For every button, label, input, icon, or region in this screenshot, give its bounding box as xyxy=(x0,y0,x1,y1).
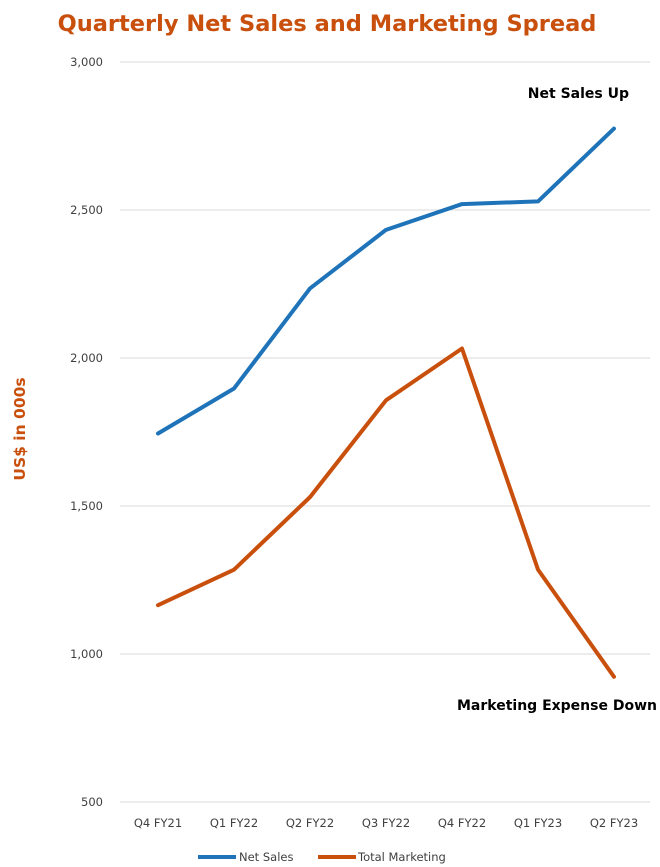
annotation-net-sales-up: Net Sales Up xyxy=(528,86,629,102)
data-point xyxy=(233,569,235,571)
gridlines xyxy=(120,61,650,803)
legend-label: Total Marketing xyxy=(357,850,446,864)
x-tick-label: Q4 FY21 xyxy=(134,816,182,830)
y-tick-label: 2,500 xyxy=(70,203,103,217)
y-tick-label: 2,000 xyxy=(70,351,103,365)
y-axis-ticks: 500 1,000 1,500 2,000 2,500 3,000 xyxy=(70,55,103,809)
data-point xyxy=(613,128,615,130)
legend: Net Sales Total Marketing xyxy=(198,850,446,864)
data-point xyxy=(157,604,159,606)
data-point xyxy=(461,348,463,350)
data-point xyxy=(309,287,311,289)
legend-label: Net Sales xyxy=(239,850,293,864)
data-point xyxy=(613,676,615,678)
y-axis-title: US$ in 000s xyxy=(11,377,29,480)
y-tick-label: 3,000 xyxy=(70,55,103,69)
data-point xyxy=(233,387,235,389)
x-tick-label: Q2 FY23 xyxy=(590,816,638,830)
series-line-1 xyxy=(156,346,616,679)
data-point xyxy=(461,203,463,205)
data-point xyxy=(385,229,387,231)
x-tick-label: Q1 FY23 xyxy=(514,816,562,830)
data-point xyxy=(537,569,539,571)
chart-title: Quarterly Net Sales and Marketing Spread xyxy=(58,11,597,37)
data-point xyxy=(385,399,387,401)
y-tick-label: 1,000 xyxy=(70,647,103,661)
data-point xyxy=(157,432,159,434)
x-tick-label: Q1 FY22 xyxy=(210,816,258,830)
series-lines xyxy=(156,126,616,679)
x-tick-label: Q2 FY22 xyxy=(286,816,334,830)
series-line-0 xyxy=(156,126,616,436)
annotation-marketing-expense-down: Marketing Expense Down xyxy=(457,698,657,714)
x-tick-label: Q4 FY22 xyxy=(438,816,486,830)
x-tick-label: Q3 FY22 xyxy=(362,816,410,830)
data-point xyxy=(537,200,539,202)
data-point xyxy=(309,496,311,498)
y-tick-label: 1,500 xyxy=(70,499,103,513)
x-axis-ticks: Q4 FY21 Q1 FY22 Q2 FY22 Q3 FY22 Q4 FY22 Q1 FY… xyxy=(134,816,638,830)
y-tick-label: 500 xyxy=(81,795,103,809)
